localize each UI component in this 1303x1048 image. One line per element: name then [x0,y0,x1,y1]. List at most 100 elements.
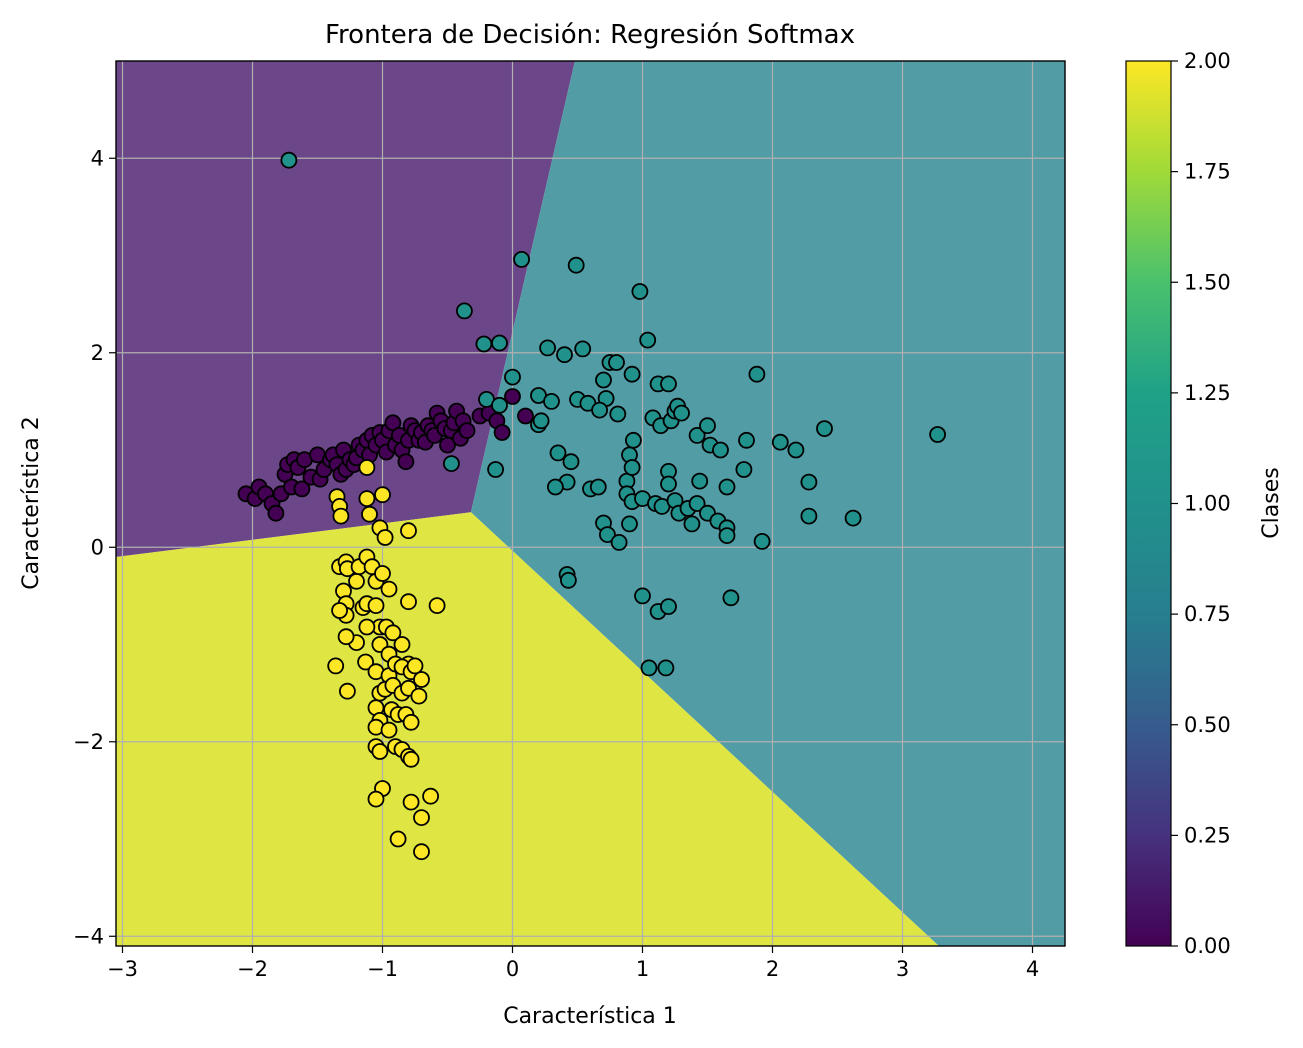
data-point-class-2 [422,787,440,805]
data-point-class-1 [787,441,805,459]
data-point-class-1 [625,431,642,449]
data-point-class-1 [442,455,460,473]
data-point-class-1 [556,346,573,364]
data-point-class-2 [402,713,420,731]
chart-title: Frontera de Decisión: Regresión Softmax [325,20,855,50]
data-point-class-1 [660,598,677,615]
x-axis-label: Característica 1 [503,1004,677,1029]
data-point-class-1 [640,659,658,677]
data-point-class-2 [348,572,365,590]
data-point-class-2 [393,636,411,653]
colorbar-tick-label: 0.25 [1184,823,1231,847]
data-point-class-0 [293,480,311,498]
data-point-class-1 [513,250,530,268]
data-point-class-1 [722,589,740,607]
colorbar-tick-label: 0.75 [1184,602,1231,626]
data-point-class-1 [623,365,641,383]
grid-lines [116,61,1065,946]
data-point-class-2 [374,565,391,582]
data-point-class-1 [491,334,508,352]
data-point-class-1 [748,365,766,383]
data-point-class-1 [634,587,651,605]
data-point-class-1 [660,375,677,393]
data-point-class-1 [683,515,701,533]
data-point-class-1 [532,412,550,430]
decision-region-class-2 [116,512,939,946]
decision-region-class-1 [470,61,1065,946]
y-tick-label: 2 [91,341,104,365]
data-point-class-2 [337,628,355,646]
data-point-class-1 [280,151,298,169]
data-point-class-1 [543,392,560,410]
data-point-class-1 [455,302,473,320]
data-point-class-0 [504,388,521,405]
x-tick-label: 2 [766,957,779,981]
data-point-class-1 [599,526,616,543]
data-point-class-0 [397,453,415,471]
data-point-class-1 [735,461,753,478]
colorbar-tick-label: 1.25 [1184,381,1231,405]
data-points [237,151,946,861]
y-tick-label: 4 [91,146,104,170]
data-point-class-1 [800,507,818,525]
data-point-class-1 [610,534,628,551]
data-point-class-1 [738,431,755,449]
data-point-class-2 [400,522,417,540]
data-point-class-1 [591,401,608,419]
decision-regions [116,61,1065,946]
data-point-class-0 [517,407,534,425]
colorbar-ticks: 0.00 0.25 0.50 0.75 1.00 1.25 1.50 1.75 2.00 [1171,49,1231,958]
data-point-class-1 [609,405,627,423]
colorbar-label: Clases [1259,467,1284,538]
x-tick-label: 1 [636,957,649,981]
colorbar-tick-label: 1.00 [1184,492,1231,516]
data-point-class-1 [560,571,577,589]
x-tick-label: 4 [1026,957,1039,981]
data-point-class-1 [673,404,690,422]
data-point-class-2 [384,624,402,642]
data-point-class-2 [402,793,420,811]
data-point-class-2 [410,687,428,705]
data-point-class-2 [332,507,350,525]
data-point-class-1 [929,426,946,443]
plot-frame [115,60,1066,947]
data-point-class-2 [400,593,417,611]
data-point-class-1 [631,283,649,300]
data-point-class-1 [491,396,508,414]
data-point-class-2 [413,671,430,688]
x-tick-label: 0 [506,957,519,981]
data-point-class-2 [361,505,378,523]
data-point-class-1 [621,515,638,533]
y-tick-label: 0 [91,535,104,559]
data-point-class-1 [562,453,580,471]
colorbar-tick-label: 0.50 [1184,713,1231,737]
data-point-class-0 [458,422,476,440]
data-point-class-2 [413,809,430,826]
data-point-class-1 [539,339,556,357]
data-point-class-1 [691,472,709,490]
data-point-class-2 [358,459,376,476]
y-tick-label: −2 [73,730,104,754]
data-point-class-2 [428,597,446,614]
data-point-class-2 [358,618,376,636]
data-point-class-1 [844,509,862,527]
colorbar-tick-label: 2.00 [1184,49,1231,73]
data-point-class-1 [657,659,675,677]
data-point-class-1 [475,335,493,353]
data-point-class-1 [504,368,521,386]
data-point-class-1 [547,478,564,496]
data-point-class-2 [358,490,376,508]
data-point-class-1 [623,459,641,476]
data-point-class-2 [367,790,385,808]
data-point-class-1 [753,533,771,550]
data-point-class-1 [688,426,706,444]
data-point-class-2 [327,657,345,675]
x-axis: −3 −2 −1 0 1 2 3 4 [107,946,1039,981]
data-point-class-2 [367,597,385,614]
data-point-class-2 [338,682,356,700]
data-point-class-1 [712,441,729,459]
data-point-class-1 [608,354,625,371]
colorbar-tick-label: 1.75 [1184,160,1231,184]
data-point-class-1 [816,420,833,438]
